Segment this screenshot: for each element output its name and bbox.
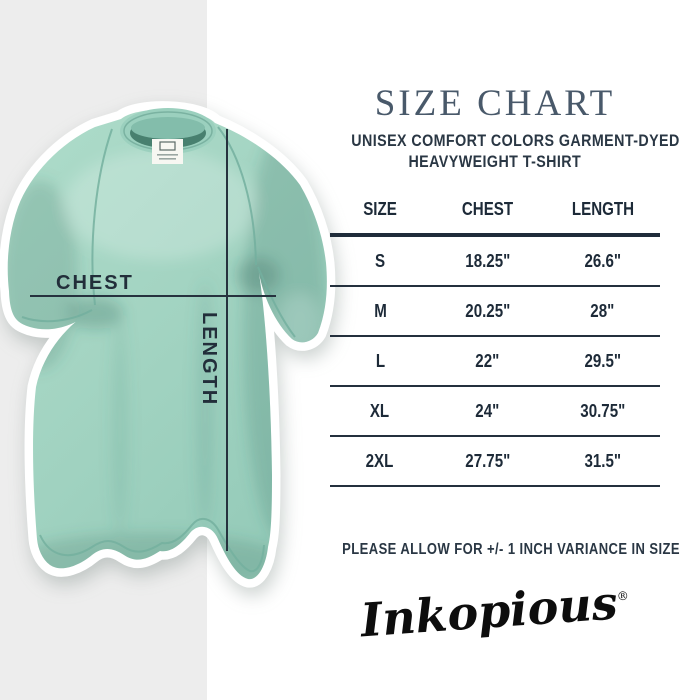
table-cell-chest: 18.25" <box>430 237 545 287</box>
table-cell-size: L <box>330 337 430 387</box>
shirt-collar <box>120 108 216 164</box>
shirt-seams <box>21 126 296 573</box>
chest-measure-line <box>30 295 276 297</box>
page-title: SIZE CHART <box>374 83 616 124</box>
table-cell-length: 30.75" <box>545 387 660 437</box>
subtitle-line-1: UNISEX COMFORT COLORS GARMENT-DYED <box>351 131 680 150</box>
length-measure-line <box>226 129 228 551</box>
column-header-chest: CHEST <box>430 185 545 237</box>
table-cell-size: 2XL <box>330 437 430 487</box>
collar-tag <box>152 139 183 164</box>
length-label: LENGTH <box>198 312 220 407</box>
table-cell-size: M <box>330 287 430 337</box>
table-cell-chest: 22" <box>430 337 545 387</box>
table-cell-size: S <box>330 237 430 287</box>
brand-logo: Inkopious® <box>358 575 630 648</box>
table-cell-chest: 24" <box>430 387 545 437</box>
column-header-size: SIZE <box>330 185 430 237</box>
table-cell-size: XL <box>330 387 430 437</box>
table-cell-length: 31.5" <box>545 437 660 487</box>
registered-trademark-icon: ® <box>616 588 630 604</box>
size-table: SIZE CHEST LENGTH S 18.25" 26.6" M 20.25… <box>330 185 660 487</box>
tshirt-photo <box>0 95 360 600</box>
table-cell-length: 28" <box>545 287 660 337</box>
table-cell-chest: 20.25" <box>430 287 545 337</box>
table-cell-chest: 27.75" <box>430 437 545 487</box>
subtitle-line-2: HEAVYWEIGHT T-SHIRT <box>408 152 582 171</box>
table-cell-length: 29.5" <box>545 337 660 387</box>
variance-note: PLEASE ALLOW FOR +/- 1 INCH VARIANCE IN … <box>342 541 681 558</box>
chest-label: CHEST <box>56 272 134 294</box>
table-cell-length: 26.6" <box>545 237 660 287</box>
column-header-length: LENGTH <box>545 185 660 237</box>
